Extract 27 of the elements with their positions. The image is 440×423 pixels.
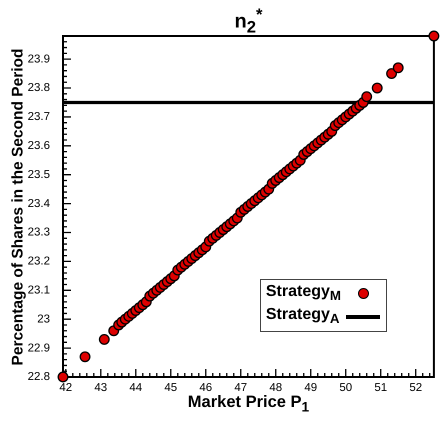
y-axis-title: Percentage of Shares in the Second Period (10, 48, 26, 365)
x-tick-label: 51 (374, 382, 388, 394)
x-tick-label: 52 (409, 382, 422, 394)
x-tick-label: 46 (199, 382, 212, 394)
y-tick-label: 23.5 (28, 168, 50, 181)
x-tick-label: 44 (129, 382, 143, 394)
y-tick-label: 23 (37, 313, 50, 326)
y-tick-label: 22.9 (28, 342, 50, 354)
y-tick-label: 23.3 (28, 226, 50, 239)
y-tick-label: 23.2 (28, 256, 50, 268)
y-tick-label: 23.8 (28, 82, 50, 94)
legend-label: Strategy$_{M}$ (266, 283, 341, 304)
y-tick-label: 22.8 (28, 371, 50, 384)
x-tick-label: 48 (269, 382, 282, 394)
x-axis-title: Market Price P$_{1}$ (188, 393, 310, 416)
x-tick-label: 49 (304, 382, 318, 394)
x-tick-label: 42 (59, 382, 72, 394)
x-tick-label: 47 (234, 382, 248, 394)
legend-label: Strategy$_{A}$ (266, 306, 341, 327)
y-tick-label: 23.6 (28, 140, 50, 152)
y-tick-label: 23.7 (28, 111, 50, 124)
x-tick-label: 45 (164, 382, 178, 394)
x-tick-label: 43 (94, 382, 108, 394)
x-tick-label: 50 (339, 382, 352, 394)
y-tick-label: 23.9 (28, 53, 50, 66)
y-tick-label: 23.4 (28, 198, 51, 210)
y-tick-label: 23.1 (28, 284, 50, 296)
